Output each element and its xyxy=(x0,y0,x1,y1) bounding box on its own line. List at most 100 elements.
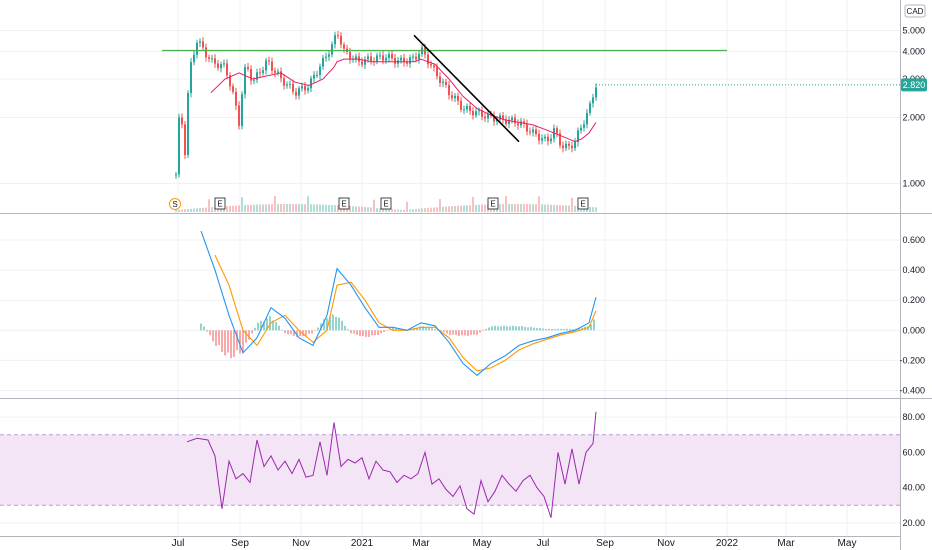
volume-bar xyxy=(547,204,549,212)
macd-histogram-bar xyxy=(383,330,385,332)
macd-histogram-bar xyxy=(209,330,211,336)
y-tick-label: 2.000 xyxy=(902,113,925,123)
volume-bar xyxy=(481,204,483,212)
price-candle xyxy=(460,100,462,110)
macd-histogram-bar xyxy=(242,330,244,353)
macd-panel[interactable] xyxy=(200,230,597,377)
volume-bar xyxy=(451,206,453,212)
volume-bar xyxy=(193,208,195,212)
volume-bar xyxy=(307,196,309,212)
price-candle xyxy=(193,54,195,63)
price-candle xyxy=(493,115,495,122)
price-candle xyxy=(568,143,570,146)
volume-bar xyxy=(526,204,528,212)
rsi-axis[interactable]: 80.00 60.00 40.00 20.00 xyxy=(902,412,925,528)
price-candle xyxy=(361,61,363,65)
macd-histogram-bar xyxy=(356,330,358,335)
macd-histogram-bar xyxy=(548,328,550,331)
price-candle xyxy=(403,57,405,63)
time-axis[interactable]: Jul Sep Nov 2021 Mar May Jul Sep Nov 2022 Mar May xyxy=(172,538,857,549)
price-candle xyxy=(499,115,501,120)
price-candle xyxy=(313,75,315,79)
price-candle xyxy=(538,134,540,141)
x-tick-label: Sep xyxy=(596,538,614,549)
price-candle xyxy=(400,57,402,61)
volume-bar xyxy=(295,204,297,212)
price-candle xyxy=(292,83,294,92)
volume-bar xyxy=(433,207,435,212)
split-marker xyxy=(169,198,181,210)
rsi-panel[interactable] xyxy=(0,411,900,518)
macd-histogram-bar xyxy=(428,327,430,331)
volume-bar xyxy=(334,205,336,212)
price-candle xyxy=(244,67,246,95)
price-candle xyxy=(529,131,531,133)
earnings-marker-label: E xyxy=(383,200,388,209)
macd-histogram-bar xyxy=(521,326,523,331)
macd-histogram-bar xyxy=(335,316,337,331)
volume-bar xyxy=(535,204,537,212)
volume-bar xyxy=(394,209,396,212)
price-candle xyxy=(238,105,240,126)
y-tick-label: 80.00 xyxy=(902,412,925,422)
volume-bar xyxy=(190,208,192,212)
macd-histogram-bar xyxy=(272,320,274,331)
price-candle xyxy=(517,123,519,126)
macd-line xyxy=(200,230,597,377)
volume-bar xyxy=(421,208,423,212)
price-candle xyxy=(415,56,417,60)
volume-bar xyxy=(499,204,501,212)
price-candle xyxy=(439,76,441,84)
price-candle xyxy=(259,72,261,74)
price-candle xyxy=(523,121,525,124)
price-candle xyxy=(532,129,534,133)
volume-bar xyxy=(226,206,228,212)
trendline[interactable] xyxy=(413,34,520,143)
volume-bar xyxy=(436,207,438,212)
macd-histogram-bar xyxy=(200,323,202,331)
price-candle xyxy=(478,110,480,112)
macd-histogram-bar xyxy=(476,330,478,335)
price-candle xyxy=(298,88,300,96)
volume-bar xyxy=(415,208,417,212)
volume-bar xyxy=(208,199,210,212)
macd-histogram-bar xyxy=(416,327,418,331)
price-candle xyxy=(226,63,228,76)
price-candle xyxy=(235,91,237,106)
price-candle xyxy=(586,112,588,125)
volume-bar xyxy=(559,205,561,212)
volume-bar xyxy=(358,206,360,212)
volume-bar xyxy=(256,204,258,212)
currency-label: CAD xyxy=(907,7,924,16)
macd-histogram-bar xyxy=(485,329,487,331)
macd-histogram-bar xyxy=(359,330,361,337)
earnings-marker xyxy=(577,197,589,210)
price-candle xyxy=(307,88,309,91)
price-candle xyxy=(379,55,381,57)
volume-bar xyxy=(514,204,516,212)
macd-histogram-bar xyxy=(245,330,247,343)
macd-histogram-bar xyxy=(233,330,235,357)
volume-bar xyxy=(568,205,570,212)
price-candle xyxy=(577,130,579,143)
volume-bar xyxy=(229,205,231,212)
macd-histogram-bar xyxy=(440,330,442,332)
price-candle xyxy=(343,44,345,49)
macd-histogram-bar xyxy=(239,330,241,354)
price-candle xyxy=(562,145,564,148)
price-candle xyxy=(256,72,258,80)
macd-histogram-bar xyxy=(590,324,592,331)
macd-axis[interactable]: 0.600 0.400 0.200 0.000 -0.200 -0.400 xyxy=(899,235,925,395)
price-candle xyxy=(451,95,453,99)
macd-histogram-bar xyxy=(344,325,346,331)
macd-histogram-bar xyxy=(446,330,448,334)
volume-bar xyxy=(448,206,450,212)
price-candle xyxy=(325,56,327,58)
macd-histogram-bar xyxy=(338,317,340,331)
volume-bar xyxy=(541,204,543,212)
y-tick-label: 20.00 xyxy=(902,518,925,528)
